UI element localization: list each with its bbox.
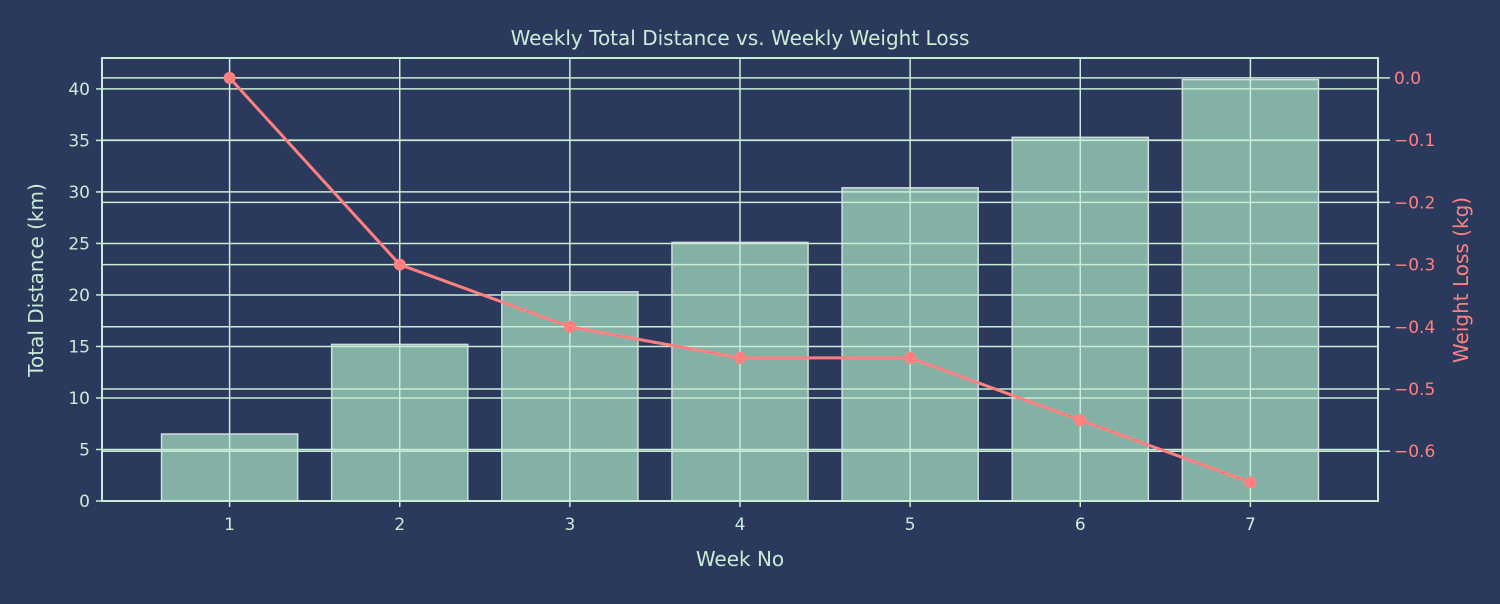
y-tick-label: 20 bbox=[68, 286, 90, 306]
y2-tick-label: −0.6 bbox=[1394, 442, 1435, 462]
y2-tick-label: −0.5 bbox=[1394, 380, 1435, 400]
y2-tick-label: −0.3 bbox=[1394, 256, 1435, 276]
chart-title: Weekly Total Distance vs. Weekly Weight … bbox=[511, 26, 970, 50]
weight-loss-point-week-5 bbox=[904, 351, 917, 364]
x-tick-label: 6 bbox=[1075, 515, 1086, 535]
x-axis-label: Week No bbox=[696, 547, 784, 571]
y2-axis-label: Weight Loss (kg) bbox=[1449, 197, 1473, 363]
y2-tick-label: 0.0 bbox=[1394, 69, 1421, 89]
x-tick-label: 5 bbox=[905, 515, 916, 535]
y-axis-label: Total Distance (km) bbox=[24, 183, 48, 378]
y-tick-label: 30 bbox=[68, 183, 90, 203]
x-tick-label: 3 bbox=[564, 515, 575, 535]
weight-loss-point-week-4 bbox=[734, 351, 746, 364]
x-tick-label: 4 bbox=[735, 515, 746, 535]
y-tick-label: 40 bbox=[68, 80, 90, 100]
weight-loss-point-week-7 bbox=[1244, 476, 1257, 489]
x-tick-label: 1 bbox=[224, 515, 235, 535]
x-tick-label: 7 bbox=[1245, 515, 1256, 535]
y-tick-label: 35 bbox=[68, 131, 90, 151]
x-tick-label: 2 bbox=[394, 515, 405, 535]
y-tick-label: 10 bbox=[68, 389, 90, 409]
y-tick-label: 5 bbox=[79, 440, 90, 460]
y-tick-label: 15 bbox=[68, 337, 90, 357]
weight-loss-point-week-2 bbox=[393, 258, 406, 271]
y2-tick-label: −0.2 bbox=[1394, 193, 1435, 213]
y2-tick-label: −0.1 bbox=[1394, 131, 1435, 151]
weight-loss-point-week-6 bbox=[1074, 414, 1087, 427]
y-tick-label: 0 bbox=[79, 492, 90, 512]
weight-loss-point-week-1 bbox=[223, 71, 236, 84]
weight-loss-point-week-3 bbox=[563, 320, 576, 333]
y-tick-label: 25 bbox=[68, 234, 90, 254]
y2-tick-label: −0.4 bbox=[1394, 318, 1435, 338]
